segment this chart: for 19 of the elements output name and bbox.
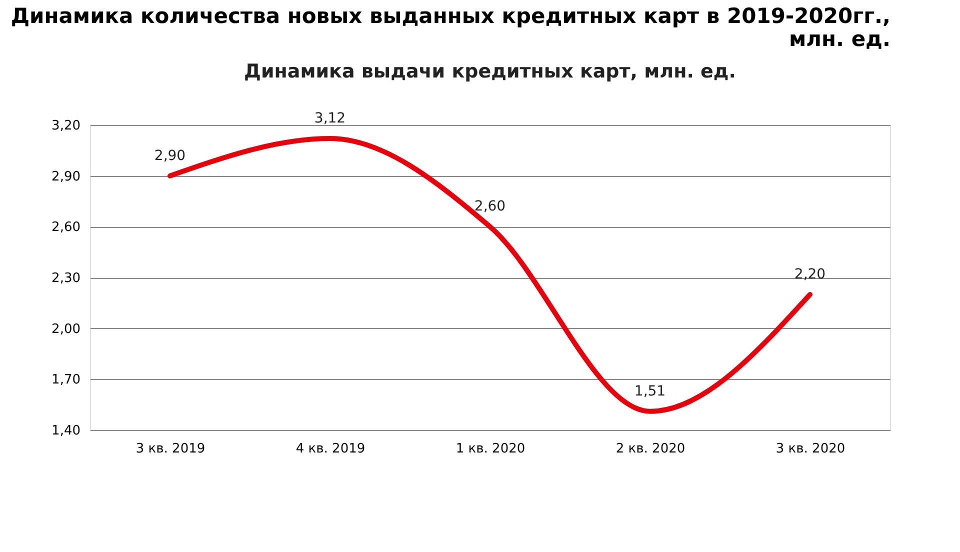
x-tick-label: 3 кв. 2019 [136,442,206,456]
y-tick-label: 2,30 [52,271,80,286]
x-tick-label: 3 кв. 2020 [776,442,846,456]
x-tick-label: 1 кв. 2020 [456,442,526,456]
y-tick-label: 2,00 [52,322,80,337]
data-label: 2,60 [474,198,506,215]
data-label: 1,51 [634,383,666,400]
chart-title: Динамика количества новых выданных кредитных карт в 2019-2020гг., млн. ед. [10,4,890,52]
y-tick-label: 2,90 [52,169,80,184]
y-tick-label: 2,60 [52,220,80,236]
x-tick-label: 2 кв. 2020 [616,442,686,456]
data-label: 2,20 [794,266,826,282]
x-tick-label: 4 кв. 2019 [296,442,366,456]
chart-subtitle: Динамика выдачи кредитных карт, млн. ед. [244,60,736,83]
y-tick-label: 1,40 [52,424,80,438]
data-label: 3,12 [314,110,346,127]
data-label: 2,90 [154,148,186,164]
y-tick-label: 3,20 [52,118,80,134]
y-tick-label: 1,70 [52,372,80,388]
